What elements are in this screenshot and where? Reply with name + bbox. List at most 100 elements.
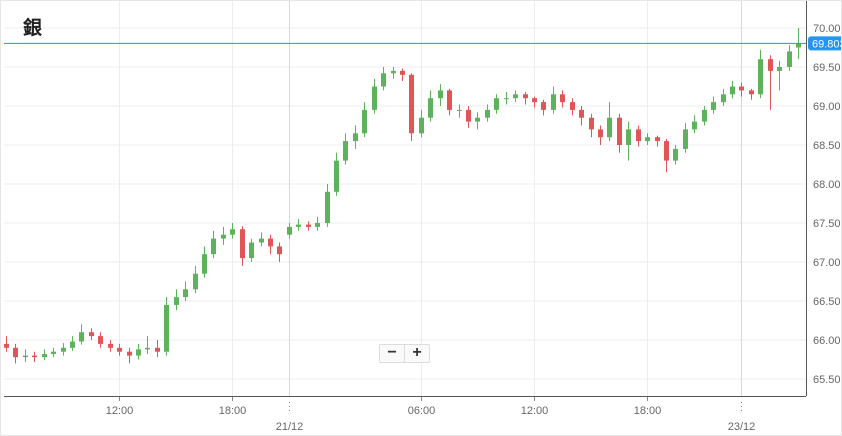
x-tick-label: 21/12	[276, 421, 304, 433]
candle	[532, 96, 537, 108]
candle	[362, 102, 367, 138]
candle-body	[447, 90, 452, 110]
candle-body	[739, 86, 744, 91]
candle-body	[259, 238, 264, 243]
candle	[777, 60, 782, 91]
candle-body	[353, 133, 358, 142]
candle-body	[607, 117, 612, 138]
y-tick-label: 67.500	[813, 218, 842, 230]
candle	[249, 238, 254, 262]
current-price-tag	[808, 36, 841, 51]
candle	[768, 55, 773, 110]
candle-body	[673, 148, 678, 161]
candle-body	[589, 117, 594, 130]
candle	[155, 340, 160, 358]
x-tick-label: 12:00	[106, 405, 134, 417]
candle-body	[334, 160, 339, 192]
y-tick-label: 66.500	[813, 296, 842, 308]
candle-body	[13, 347, 18, 358]
candle	[381, 67, 386, 91]
candle-body	[570, 102, 575, 110]
candle	[683, 123, 688, 153]
candle	[79, 324, 84, 345]
candle	[438, 84, 443, 106]
candle	[447, 88, 452, 116]
candle	[174, 289, 179, 311]
candle-body	[636, 129, 641, 142]
candle	[287, 223, 292, 239]
candle	[211, 230, 216, 259]
candle	[428, 90, 433, 122]
candle-body	[183, 289, 188, 298]
candle	[579, 106, 584, 126]
candle-body	[372, 86, 377, 110]
candle	[183, 281, 188, 301]
candle	[626, 121, 631, 161]
candle-body	[51, 351, 56, 355]
candle-body	[655, 137, 660, 142]
candle	[42, 349, 47, 361]
candle	[730, 81, 735, 99]
candle	[164, 297, 169, 356]
candle	[655, 135, 660, 147]
candle-body	[268, 238, 273, 247]
candle-body	[702, 109, 707, 122]
zoom-in-button[interactable]: +	[404, 345, 429, 362]
candle-body	[230, 229, 235, 235]
candle-body	[136, 349, 141, 356]
candle-body	[598, 129, 603, 138]
candle	[758, 49, 763, 99]
zoom-out-button[interactable]: −	[387, 344, 397, 361]
candle	[409, 73, 414, 142]
candle-body	[749, 90, 754, 95]
candle-body	[174, 297, 179, 305]
candle-body	[32, 355, 37, 358]
candle-body	[664, 141, 669, 161]
candle	[739, 82, 744, 97]
candle	[419, 109, 424, 138]
y-tick-label: 68.000	[813, 179, 842, 191]
candle	[259, 232, 264, 247]
candle-body	[89, 332, 94, 337]
candle	[513, 90, 518, 103]
candle	[523, 91, 528, 105]
candle	[277, 242, 282, 262]
candle-body	[240, 229, 245, 259]
candle-body	[438, 90, 443, 99]
candle-body	[211, 238, 216, 255]
candle-body	[683, 129, 688, 149]
candle	[325, 184, 330, 227]
candle-body	[400, 70, 405, 75]
candle-body	[768, 59, 773, 71]
y-tick-label: 67.000	[813, 257, 842, 269]
candle-body	[296, 224, 301, 227]
x-tick-label: 18:00	[219, 405, 247, 417]
candle-body	[692, 121, 697, 130]
candle	[127, 347, 132, 364]
candle-body	[579, 109, 584, 118]
candle	[598, 125, 603, 145]
candle-body	[117, 347, 122, 352]
candle-body	[787, 51, 792, 67]
candle	[702, 106, 707, 126]
candle-body	[626, 129, 631, 145]
y-tick-label: 69.000	[813, 101, 842, 113]
candle	[193, 265, 198, 294]
candle	[296, 219, 301, 231]
candle	[617, 113, 622, 153]
candle-body	[306, 224, 311, 227]
candle	[466, 106, 471, 128]
candle-body	[79, 332, 84, 342]
candle-body	[70, 341, 75, 348]
candle-body	[155, 347, 160, 352]
candle	[13, 343, 18, 364]
candle-body	[796, 43, 801, 48]
candle	[61, 343, 66, 356]
candle	[343, 133, 348, 165]
candle	[664, 138, 669, 173]
candle-body	[466, 109, 471, 122]
candle-body	[777, 67, 782, 71]
candle-body	[560, 94, 565, 103]
